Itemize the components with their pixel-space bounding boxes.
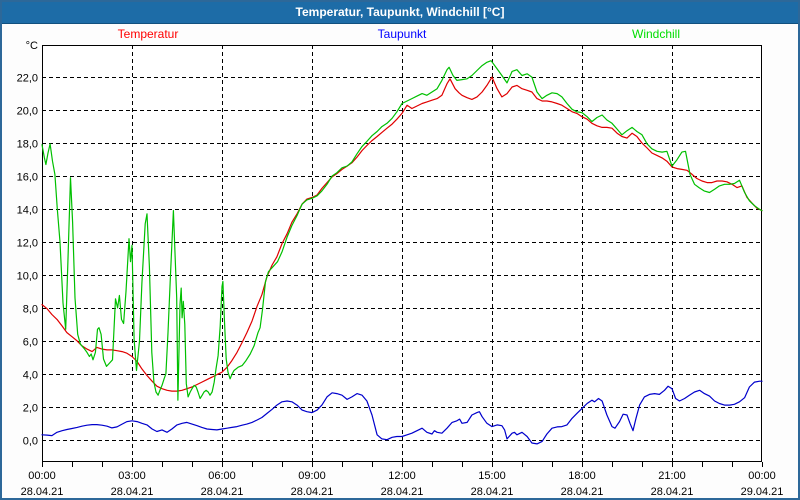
x-tick-date: 28.04.21 — [471, 486, 514, 498]
x-tick-time: 03:00 — [118, 470, 146, 482]
x-tick-time: 00:00 — [748, 470, 776, 482]
x-tick-date: 28.04.21 — [21, 486, 64, 498]
legend-label-taupunkt: Taupunkt — [377, 27, 427, 41]
svg-text:2,0: 2,0 — [23, 403, 38, 415]
x-tick-date: 28.04.21 — [561, 486, 604, 498]
window-title: Temperatur, Taupunkt, Windchill [°C] — [295, 5, 505, 19]
x-tick-time: 00:00 — [28, 470, 56, 482]
x-tick-time: 21:00 — [658, 470, 686, 482]
window-title-bar: Temperatur, Taupunkt, Windchill [°C] — [2, 2, 798, 24]
svg-text:16,0: 16,0 — [17, 172, 38, 184]
svg-text:12,0: 12,0 — [17, 238, 38, 250]
svg-text:22,0: 22,0 — [17, 73, 38, 85]
svg-text:20,0: 20,0 — [17, 106, 38, 118]
series-temperatur — [41, 76, 763, 392]
x-tick-date: 28.04.21 — [291, 486, 334, 498]
svg-text:14,0: 14,0 — [17, 205, 38, 217]
x-tick-time: 09:00 — [298, 470, 326, 482]
x-tick-date: 28.04.21 — [111, 486, 154, 498]
x-tick-time: 12:00 — [388, 470, 416, 482]
svg-text:6,0: 6,0 — [23, 337, 38, 349]
x-tick-time: 15:00 — [478, 470, 506, 482]
svg-text:4,0: 4,0 — [23, 370, 38, 382]
svg-text:8,0: 8,0 — [23, 304, 38, 316]
x-tick-date: 28.04.21 — [651, 486, 694, 498]
svg-text:10,0: 10,0 — [17, 271, 38, 283]
legend-label-temperatur: Temperatur — [117, 27, 179, 41]
x-tick-time: 06:00 — [208, 470, 236, 482]
x-tick-date: 29.04.21 — [741, 486, 784, 498]
y-axis-unit-label: °C — [25, 40, 38, 52]
x-tick-date: 28.04.21 — [201, 486, 244, 498]
x-tick-date: 28.04.21 — [381, 486, 424, 498]
svg-text:0,0: 0,0 — [23, 436, 38, 448]
svg-text:18,0: 18,0 — [17, 139, 38, 151]
series-windchill — [41, 60, 763, 401]
legend-label-windchill: Windchill — [631, 27, 681, 41]
series-taupunkt — [41, 380, 763, 445]
x-tick-time: 18:00 — [568, 470, 596, 482]
